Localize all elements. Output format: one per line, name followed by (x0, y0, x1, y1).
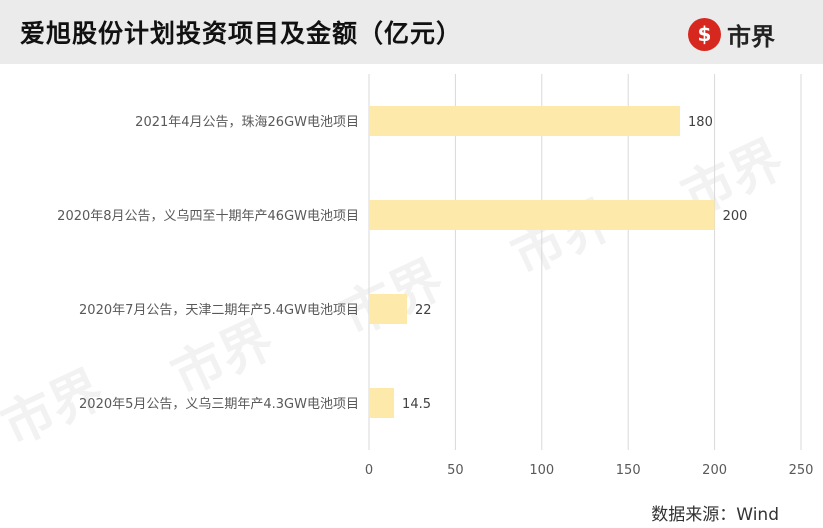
data-label: 22 (415, 303, 432, 318)
data-label: 200 (723, 209, 748, 224)
data-source: 数据来源：Wind (651, 505, 779, 525)
category-label: 2020年5月公告，义乌三期年产4.3GW电池项目 (79, 396, 359, 412)
category-label: 2021年4月公告，珠海26GW电池项目 (135, 115, 359, 130)
brand-logo: $ 市界 (688, 16, 775, 52)
data-label: 180 (688, 115, 713, 130)
shijie-logo-icon: $ (688, 17, 721, 51)
header-bar: 爱旭股份计划投资项目及金额（亿元） $ 市界 (0, 0, 823, 64)
category-label: 2020年7月公告，天津二期年产5.4GW电池项目 (79, 303, 359, 318)
bar (369, 388, 395, 418)
bar (369, 106, 681, 136)
brand-name: 市界 (727, 22, 775, 51)
bar-chart: 市界市界市界市界市界0501001502002502021年4月公告，珠海26G… (0, 74, 814, 478)
bar (369, 200, 715, 230)
watermark-text: 市界 (163, 309, 283, 407)
x-tick-label: 100 (529, 463, 554, 478)
x-tick-label: 250 (789, 463, 814, 478)
x-tick-label: 150 (616, 463, 641, 478)
chart-title: 爱旭股份计划投资项目及金额（亿元） (20, 19, 463, 48)
x-tick-label: 50 (447, 463, 464, 478)
x-tick-label: 0 (365, 463, 373, 478)
data-label: 14.5 (402, 397, 431, 412)
bar (369, 294, 408, 324)
x-tick-label: 200 (702, 463, 727, 478)
category-label: 2020年8月公告，义乌四至十期年产46GW电池项目 (57, 208, 359, 224)
